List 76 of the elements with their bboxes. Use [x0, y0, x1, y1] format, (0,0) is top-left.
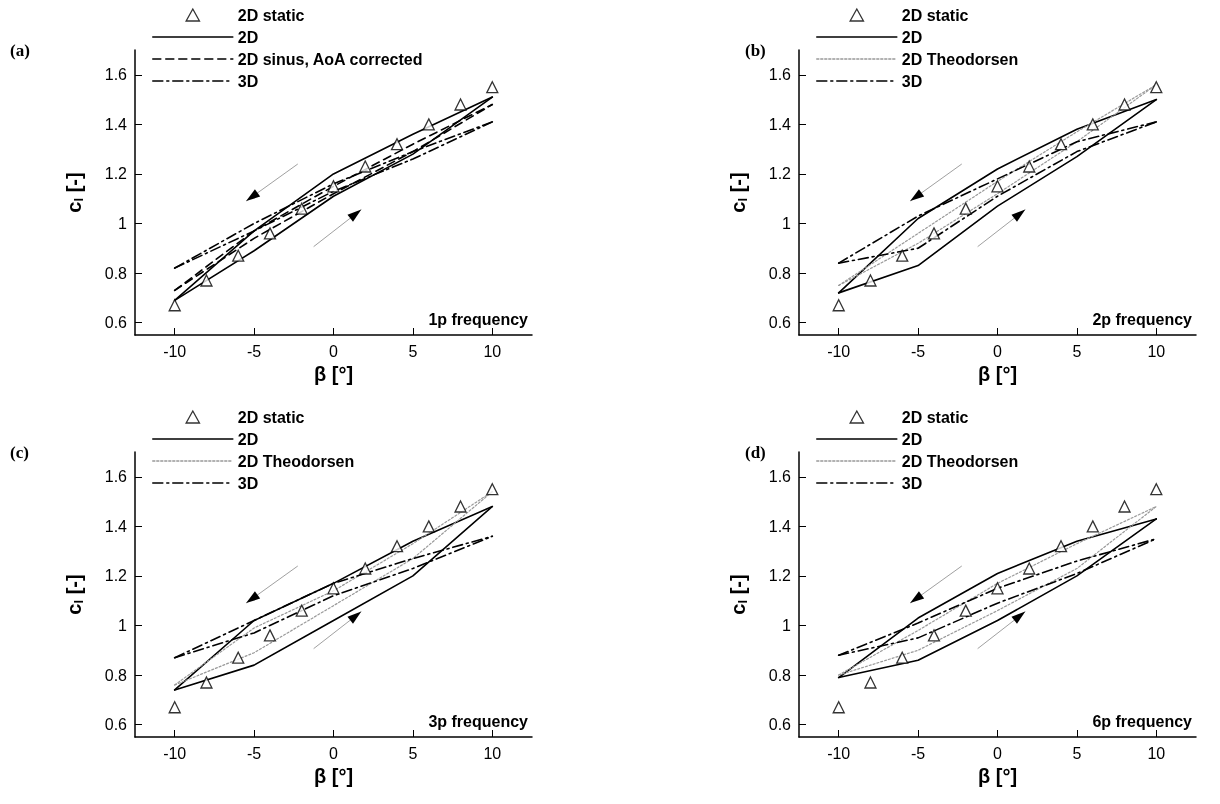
- y-tick-label: 1: [782, 214, 792, 232]
- y-axis-title: cl [-]: [726, 172, 750, 213]
- y-axis-title: cl [-]: [62, 172, 86, 213]
- legend-label: 2D: [901, 28, 923, 46]
- y-tick-label: 0.6: [104, 716, 128, 734]
- legend-label: 2D: [901, 430, 923, 448]
- x-axis-title: β [°]: [977, 764, 1018, 787]
- annotation: 2p frequency: [1092, 310, 1193, 328]
- y-axis-title: cl [-]: [62, 574, 86, 615]
- y-tick-label: 0.8: [104, 666, 128, 684]
- y-tick-label: 0.6: [104, 314, 128, 332]
- x-tick-label: 0: [993, 342, 1003, 360]
- y-tick-label: 1.4: [104, 517, 128, 535]
- y-tick-label: 1.6: [768, 468, 792, 486]
- x-tick-label: 10: [1147, 342, 1166, 360]
- legend-label: 2D: [237, 28, 259, 46]
- y-tick-label: 0.8: [104, 264, 128, 282]
- x-tick-label: 10: [483, 342, 502, 360]
- x-tick-label: -5: [910, 744, 926, 762]
- legend-label: 3D: [237, 474, 259, 492]
- x-tick-label: 5: [1072, 342, 1082, 360]
- annotation: 1p frequency: [428, 310, 529, 328]
- y-tick-label: 0.8: [768, 264, 792, 282]
- annotation: 3p frequency: [428, 712, 529, 730]
- x-tick-label: -5: [246, 342, 262, 360]
- y-tick-label: 1.6: [768, 66, 792, 84]
- legend-label: 2D static: [901, 6, 969, 24]
- y-tick-label: 1: [118, 214, 128, 232]
- annotation: 6p frequency: [1092, 712, 1193, 730]
- chart-title: (b): [745, 41, 766, 60]
- x-tick-label: 0: [993, 744, 1003, 762]
- x-tick-label: 0: [329, 744, 339, 762]
- x-tick-label: -10: [827, 744, 851, 762]
- y-tick-label: 1.4: [768, 115, 792, 133]
- chart-title: (d): [745, 443, 766, 462]
- y-tick-label: 0.8: [768, 666, 792, 684]
- x-tick-label: -10: [163, 744, 187, 762]
- x-tick-label: 10: [483, 744, 502, 762]
- chart-title: (a): [10, 41, 30, 60]
- y-tick-label: 1.6: [104, 66, 128, 84]
- x-axis-title: β [°]: [977, 362, 1018, 385]
- legend-label: 3D: [901, 72, 923, 90]
- y-tick-label: 1.4: [104, 115, 128, 133]
- y-tick-label: 1.4: [768, 517, 792, 535]
- y-tick-label: 1: [782, 616, 792, 634]
- y-tick-label: 1.2: [768, 165, 792, 183]
- x-tick-label: 0: [329, 342, 339, 360]
- x-axis-title: β [°]: [313, 362, 354, 385]
- legend-label: 2D Theodorsen: [901, 452, 1019, 470]
- y-tick-label: 1.2: [768, 567, 792, 585]
- x-tick-label: 5: [1072, 744, 1082, 762]
- y-tick-label: 1: [118, 616, 128, 634]
- y-axis-title: cl [-]: [726, 574, 750, 615]
- y-tick-label: 0.6: [768, 716, 792, 734]
- chart-title: (c): [10, 443, 29, 462]
- x-tick-label: 10: [1147, 744, 1166, 762]
- legend-label: 2D static: [237, 408, 305, 426]
- legend-label: 2D static: [901, 408, 969, 426]
- x-tick-label: -5: [246, 744, 262, 762]
- legend-label: 2D static: [237, 6, 305, 24]
- legend-label: 2D Theodorsen: [237, 452, 355, 470]
- x-tick-label: 5: [408, 342, 418, 360]
- legend-label: 3D: [237, 72, 259, 90]
- y-tick-label: 1.2: [104, 165, 128, 183]
- x-axis-title: β [°]: [313, 764, 354, 787]
- legend-label: 2D Theodorsen: [901, 50, 1019, 68]
- legend-label: 2D: [237, 430, 259, 448]
- x-tick-label: -5: [910, 342, 926, 360]
- legend-label: 2D sinus, AoA corrected: [237, 50, 423, 68]
- y-tick-label: 0.6: [768, 314, 792, 332]
- x-tick-label: 5: [408, 744, 418, 762]
- x-tick-label: -10: [827, 342, 851, 360]
- legend-label: 3D: [901, 474, 923, 492]
- y-tick-label: 1.2: [104, 567, 128, 585]
- y-tick-label: 1.6: [104, 468, 128, 486]
- x-tick-label: -10: [163, 342, 187, 360]
